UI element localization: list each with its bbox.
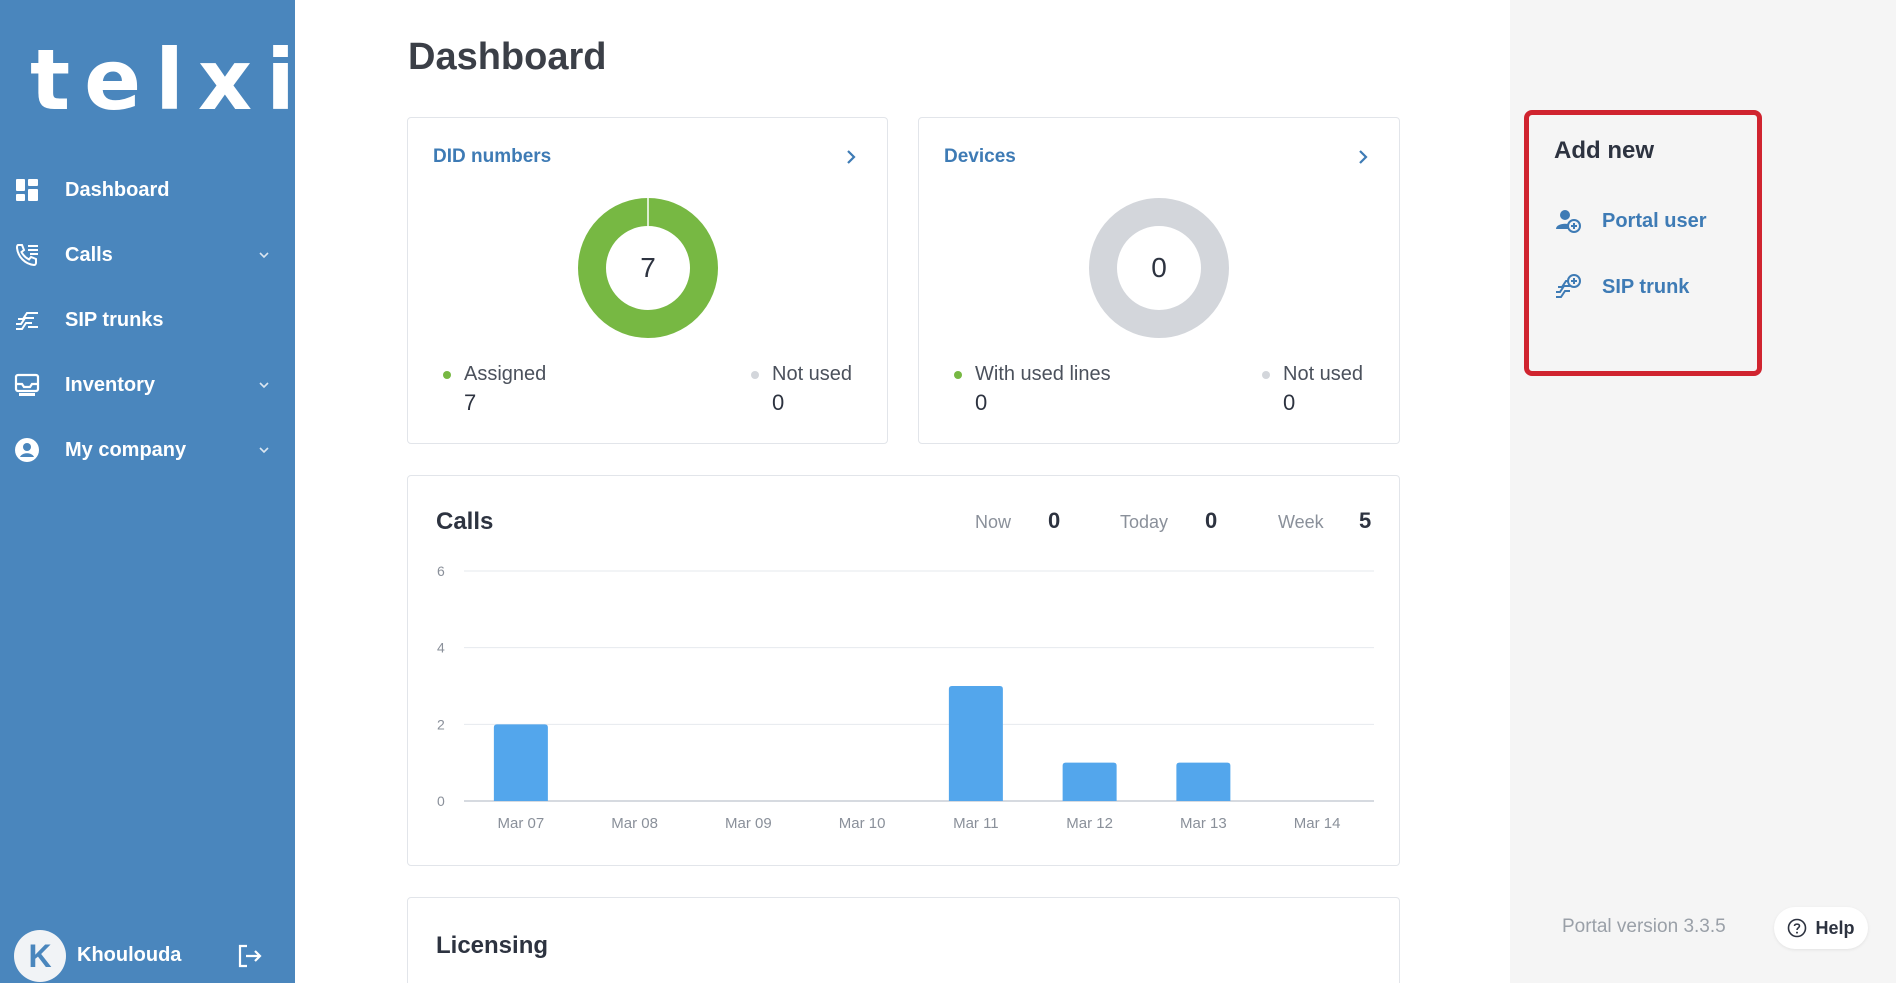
now-label: Now <box>975 512 1012 532</box>
legend-value: 7 <box>464 390 477 415</box>
sidebar-item-label: Inventory <box>65 373 156 396</box>
legend-assigned: Assigned 7 <box>443 363 547 416</box>
bar <box>1176 762 1231 801</box>
sidebar-item-dashboard[interactable]: Dashboard <box>0 164 295 216</box>
sidebar-item-label: Calls <box>65 243 113 266</box>
user-profile: K Khoulouda <box>0 928 295 983</box>
chevron-down-icon[interactable] <box>258 379 270 391</box>
help-button[interactable]: Help <box>1774 907 1868 949</box>
x-tick-label: Mar 11 <box>953 815 999 832</box>
sidebar-item-sip-trunks[interactable]: SIP trunks <box>0 294 295 346</box>
chevron-right-icon[interactable] <box>1355 148 1371 166</box>
green-dot-icon <box>954 370 962 379</box>
legend-value: 0 <box>975 390 988 415</box>
sidebar-item-label: SIP trunks <box>65 308 164 331</box>
x-tick-label: Mar 14 <box>1294 815 1341 832</box>
chevron-down-icon[interactable] <box>258 249 270 261</box>
bar <box>1062 762 1117 801</box>
gray-dot-icon <box>1262 370 1270 379</box>
x-tick-label: Mar 09 <box>725 815 772 832</box>
legend-not-used: Not used 0 <box>751 363 853 416</box>
sidebar-item-inventory[interactable]: Inventory <box>0 359 295 411</box>
today-value: 0 <box>1205 508 1218 533</box>
add-new-panel: Add new Portal user SIP trunk <box>1524 110 1762 376</box>
bar <box>493 724 548 801</box>
avatar[interactable]: K <box>14 930 66 982</box>
user-name[interactable]: Khoulouda <box>77 944 182 966</box>
x-tick-label: Mar 07 <box>498 815 545 832</box>
sidebar-item-label: Dashboard <box>65 178 170 201</box>
devices-donut-chart <box>1089 198 1229 338</box>
sip-trunk-icon <box>14 307 40 333</box>
green-dot-icon <box>443 370 451 379</box>
help-icon <box>1788 918 1807 938</box>
legend-value: 0 <box>1283 390 1296 415</box>
did-total-value: 7 <box>640 252 656 283</box>
sidebar-item-label: My company <box>65 438 187 461</box>
did-donut-chart <box>578 198 718 338</box>
calls-bar-chart: 0 2 4 6 Mar 07 Mar 08 Mar 09 Mar 10 Mar 11 Mar 12… <box>437 563 1374 832</box>
x-tick-label: Mar 10 <box>839 815 886 832</box>
calls-card: Calls Now 0 Today 0 Week 5 0 2 4 6 Mar 07 Mar… <box>407 475 1400 866</box>
add-item-label: Portal user <box>1602 209 1707 232</box>
add-item-label: SIP trunk <box>1602 275 1690 298</box>
legend-label: Assigned <box>464 363 547 385</box>
logout-icon[interactable] <box>235 942 263 970</box>
calls-card-title: Calls <box>436 508 494 535</box>
gray-dot-icon <box>751 370 759 379</box>
devices-link[interactable]: Devices <box>944 146 1016 167</box>
today-label: Today <box>1120 512 1169 532</box>
now-value: 0 <box>1048 508 1061 533</box>
legend-not-used: Not used 0 <box>1262 363 1364 416</box>
devices-card: Devices 0 With used lines 0 Not used 0 <box>918 117 1400 444</box>
sidebar-item-my-company[interactable]: My company <box>0 424 295 476</box>
company-icon <box>14 437 40 463</box>
add-user-icon <box>1556 210 1581 233</box>
did-numbers-link[interactable]: DID numbers <box>433 146 552 167</box>
page-title: Dashboard <box>408 36 607 78</box>
week-label: Week <box>1278 512 1324 532</box>
sidebar-item-calls[interactable]: Calls <box>0 229 295 281</box>
add-new-title: Add new <box>1554 137 1654 164</box>
right-panel: Add new Portal user SIP trunk Portal ver… <box>1510 0 1896 983</box>
y-tick-label: 6 <box>437 563 445 579</box>
legend-with-used-lines: With used lines 0 <box>954 363 1111 416</box>
add-portal-user-button[interactable]: Portal user <box>1554 205 1706 237</box>
chevron-down-icon[interactable] <box>258 444 270 456</box>
devices-total-value: 0 <box>1151 252 1167 283</box>
legend-label: With used lines <box>975 363 1111 385</box>
sidebar: telxi Dashboard Calls SIP trunks Invento… <box>0 0 295 983</box>
x-tick-label: Mar 08 <box>611 815 658 832</box>
dashboard-icon <box>14 177 40 203</box>
add-sip-trunk-icon <box>1556 274 1581 298</box>
licensing-card: Licensing <box>407 897 1400 983</box>
legend-label: Not used <box>1283 363 1364 385</box>
x-tick-label: Mar 13 <box>1180 815 1227 832</box>
chevron-right-icon[interactable] <box>843 148 859 166</box>
phone-list-icon <box>14 242 40 268</box>
y-tick-label: 0 <box>437 793 445 809</box>
telxi-logo[interactable]: telxi <box>30 31 309 129</box>
inventory-icon <box>14 372 40 398</box>
add-sip-trunk-button[interactable]: SIP trunk <box>1554 271 1689 303</box>
legend-label: Not used <box>772 363 853 385</box>
y-tick-label: 2 <box>437 716 445 732</box>
help-label: Help <box>1815 917 1855 938</box>
week-value: 5 <box>1359 508 1372 533</box>
legend-value: 0 <box>772 390 785 415</box>
bar <box>948 686 1003 801</box>
portal-version: Portal version 3.3.5 <box>1562 916 1726 937</box>
licensing-card-title: Licensing <box>436 932 549 959</box>
x-tick-label: Mar 12 <box>1066 815 1113 832</box>
main-content: Dashboard DID numbers 7 Assigned 7 Not u… <box>295 0 1510 983</box>
y-tick-label: 4 <box>437 640 445 656</box>
did-numbers-card: DID numbers 7 Assigned 7 Not used 0 <box>407 117 888 444</box>
